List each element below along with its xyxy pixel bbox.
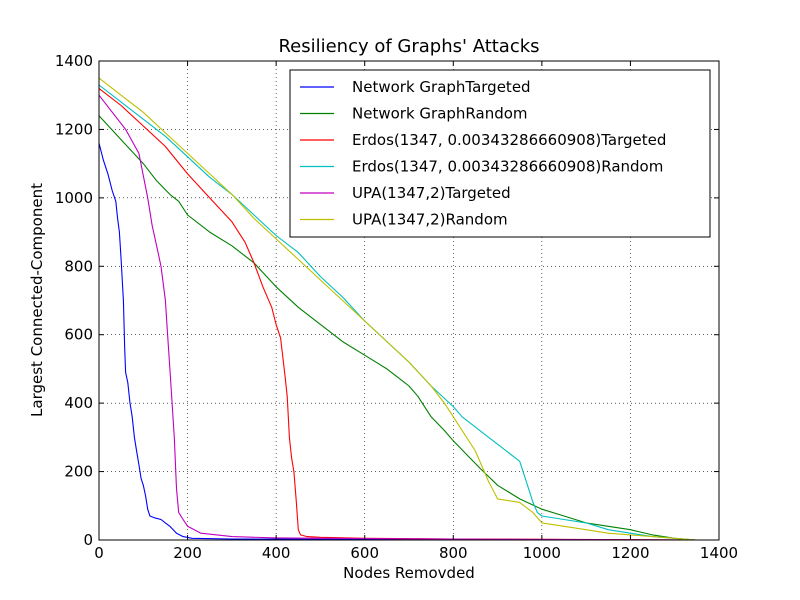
series-line-3 bbox=[98, 87, 696, 541]
y-tick-label: 800 bbox=[64, 257, 93, 275]
legend-label-3: Erdos(1347, 0.00343286660908)Targeted bbox=[352, 131, 666, 149]
y-tick-label: 600 bbox=[64, 326, 93, 344]
legend-label-2: Network GraphRandom bbox=[352, 105, 528, 123]
y-tick-label: 400 bbox=[64, 394, 93, 412]
y-tick-label: 1200 bbox=[55, 120, 93, 138]
legend-label-5: UPA(1347,2)Targeted bbox=[352, 184, 511, 202]
x-tick-label: 200 bbox=[173, 544, 202, 562]
x-tick-label: 1400 bbox=[700, 544, 738, 562]
chart-title: Resiliency of Graphs' Attacks bbox=[278, 36, 539, 57]
x-tick-label: 600 bbox=[350, 544, 379, 562]
series-line-5 bbox=[98, 94, 696, 541]
plot-series bbox=[98, 77, 696, 541]
y-tick-label: 1000 bbox=[55, 189, 93, 207]
x-tick-label: 400 bbox=[262, 544, 291, 562]
y-tick-label: 1400 bbox=[55, 52, 93, 70]
legend-box bbox=[289, 69, 711, 238]
series-line-4 bbox=[98, 84, 696, 541]
y-axis-title: Largest Connected-Component bbox=[28, 183, 46, 417]
axis-ticks: 0 200 400 600 800 1000 1200 1400 0 200 400 600 800 10… bbox=[55, 52, 738, 562]
x-tick-label: 1000 bbox=[523, 544, 561, 562]
y-tick-label: 0 bbox=[83, 531, 93, 549]
series-line-1 bbox=[98, 142, 696, 541]
x-tick-label: 0 bbox=[94, 544, 104, 562]
legend-label-1: Network GraphTargeted bbox=[352, 78, 531, 96]
series-line-2 bbox=[98, 115, 696, 541]
x-tick-label: 800 bbox=[439, 544, 468, 562]
y-tick-label: 200 bbox=[64, 463, 93, 481]
legend: Network GraphTargeted Network GraphRandom… bbox=[289, 69, 711, 238]
x-axis-title: Nodes Removded bbox=[343, 564, 475, 582]
series-line-6 bbox=[98, 77, 696, 541]
legend-label-6: UPA(1347,2)Random bbox=[352, 211, 508, 229]
plot-area-frame bbox=[98, 60, 720, 541]
x-tick-label: 1200 bbox=[611, 544, 649, 562]
legend-label-4: Erdos(1347, 0.00343286660908)Random bbox=[352, 158, 663, 176]
